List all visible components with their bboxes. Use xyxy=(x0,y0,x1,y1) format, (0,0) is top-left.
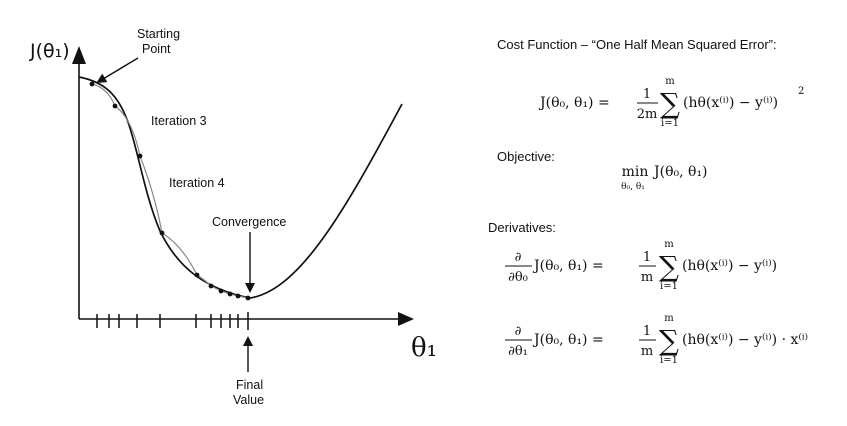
descent-points xyxy=(89,81,251,301)
x-axis-label: θ₁ xyxy=(411,333,437,363)
deriv0-sum-top: m xyxy=(664,239,674,250)
iteration-4-label: Iteration 4 xyxy=(169,176,225,190)
descent-point xyxy=(218,288,224,294)
descent-point xyxy=(208,283,214,289)
objective-label: Objective: xyxy=(497,149,555,164)
descent-point xyxy=(235,293,241,299)
iteration-3-label: Iteration 3 xyxy=(151,114,207,128)
cost-function-title: Cost Function – “One Half Mean Squared E… xyxy=(497,37,777,52)
deriv1-frac-den: m xyxy=(641,344,653,359)
gradient-descent-diagram: J(θ₁) θ₁ Starting Point Iteration 3 Iter… xyxy=(29,27,437,407)
derivative-theta1-formula: ∂ ∂θ₁ J(θ₀, θ₁) = 1 m m ∑ i=1 (hθ(x⁽ⁱ⁾) … xyxy=(505,313,808,366)
derivative-theta0-formula: ∂ ∂θ₀ J(θ₀, θ₁) = 1 m m ∑ i=1 (hθ(x⁽ⁱ⁾) … xyxy=(505,239,777,292)
cost-sum-symbol: ∑ xyxy=(660,87,680,120)
deriv0-lhs: J(θ₀, θ₁) = xyxy=(532,258,604,274)
deriv1-body: (hθ(x⁽ⁱ⁾) − y⁽ⁱ⁾) · x⁽ⁱ⁾ xyxy=(682,332,808,348)
deriv0-partial-den: ∂θ₀ xyxy=(508,270,528,285)
descent-point xyxy=(159,230,165,236)
deriv0-frac-den: m xyxy=(641,270,653,285)
y-axis-label: J(θ₁) xyxy=(29,40,70,62)
deriv0-partial-num: ∂ xyxy=(515,250,522,265)
objective-body: J(θ₀, θ₁) xyxy=(652,164,708,180)
deriv0-body: (hθ(x⁽ⁱ⁾) − y⁽ⁱ⁾) xyxy=(682,258,777,274)
deriv1-sum-symbol: ∑ xyxy=(659,324,679,357)
deriv1-partial-den: ∂θ₁ xyxy=(508,344,528,359)
final-value-label-line: Final xyxy=(236,378,263,392)
cost-sum-bottom: i=1 xyxy=(661,118,679,129)
descent-point xyxy=(227,291,233,297)
objective-subscript: θ₀, θ₁ xyxy=(621,182,645,192)
formula-panel: J(θ₀, θ₁) = 1 2m m ∑ i=1 (hθ(x⁽ⁱ⁾) − y⁽ⁱ… xyxy=(505,76,808,366)
descent-steps xyxy=(91,83,249,299)
deriv1-sum-bottom: i=1 xyxy=(660,355,678,366)
cost-body: (hθ(x⁽ⁱ⁾) − y⁽ⁱ⁾) xyxy=(683,95,778,111)
descent-point xyxy=(112,103,118,109)
x-ticks xyxy=(96,312,249,330)
final-value-label-line: Value xyxy=(233,393,264,407)
convergence-label: Convergence xyxy=(212,215,286,229)
descent-step xyxy=(114,105,141,157)
x-axis-arrowhead xyxy=(398,312,414,326)
deriv1-lhs: J(θ₀, θ₁) = xyxy=(532,332,604,348)
descent-step xyxy=(139,155,163,234)
cost-lhs: J(θ₀, θ₁) = xyxy=(538,95,610,111)
cost-power: 2 xyxy=(798,86,804,97)
cost-formula: J(θ₀, θ₁) = 1 2m m ∑ i=1 (hθ(x⁽ⁱ⁾) − y⁽ⁱ… xyxy=(538,76,804,129)
cost-curve xyxy=(78,76,403,299)
objective-formula: min θ₀, θ₁ J(θ₀, θ₁) xyxy=(621,164,707,192)
starting-point-label-line: Point xyxy=(142,42,171,56)
starting-point-label-line: Starting xyxy=(137,27,180,41)
descent-point xyxy=(194,272,200,278)
descent-point xyxy=(89,81,95,87)
starting-point-arrow xyxy=(96,57,139,84)
cost-frac-den: 2m xyxy=(637,107,658,122)
objective-min: min xyxy=(622,164,649,180)
deriv0-sum-bottom: i=1 xyxy=(660,281,678,292)
deriv0-frac-num: 1 xyxy=(643,250,651,265)
final-value-label: Final Value xyxy=(233,378,267,407)
cost-frac-num: 1 xyxy=(643,87,651,102)
descent-step xyxy=(91,83,116,107)
deriv1-sum-top: m xyxy=(664,313,674,324)
starting-point-label: Starting Point xyxy=(137,27,184,56)
deriv0-sum-symbol: ∑ xyxy=(659,250,679,283)
cost-sum-top: m xyxy=(665,76,675,87)
deriv1-partial-num: ∂ xyxy=(515,324,522,339)
descent-point xyxy=(245,295,251,301)
descent-step xyxy=(196,274,212,287)
deriv1-frac-num: 1 xyxy=(643,324,651,339)
descent-point xyxy=(137,153,143,159)
descent-step xyxy=(161,232,198,276)
derivatives-label: Derivatives: xyxy=(488,220,556,235)
y-axis-arrowhead xyxy=(72,46,86,64)
